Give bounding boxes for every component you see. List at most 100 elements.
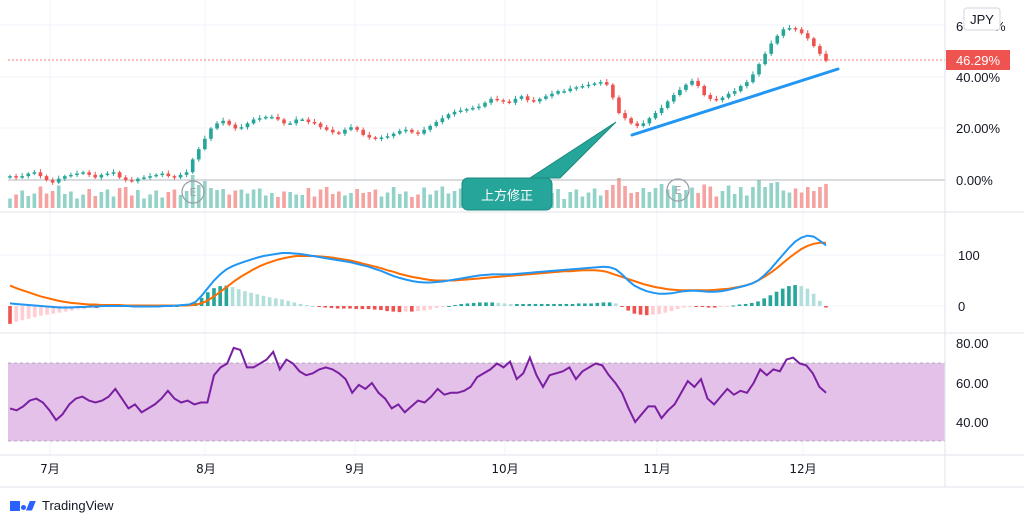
candle: [44, 174, 49, 182]
time-axis[interactable]: 7月 8月 9月 10月 11月 12月: [40, 462, 816, 476]
candle: [190, 157, 195, 174]
volume-bar: [434, 190, 439, 208]
volume-bar: [44, 193, 49, 208]
candle: [726, 91, 731, 100]
macd-histogram-bar: [428, 306, 433, 310]
price-candles[interactable]: [8, 24, 828, 185]
macd-histogram-bar: [527, 303, 532, 306]
candle: [525, 93, 530, 103]
macd-histogram-bar: [762, 298, 766, 306]
macd-histogram-bar: [274, 298, 278, 306]
macd-histogram-bar: [8, 306, 12, 324]
candle: [69, 172, 73, 178]
volume-bar: [215, 190, 219, 208]
volume-bar: [361, 193, 366, 208]
macd-histogram-bar: [236, 289, 241, 306]
candle: [799, 27, 804, 35]
volume-bar: [665, 189, 670, 208]
currency-badge[interactable]: JPY: [963, 7, 1001, 31]
volume-bar: [75, 198, 79, 208]
candle: [501, 98, 506, 104]
volume-bar: [751, 187, 755, 208]
volume-bar: [373, 189, 378, 208]
candle: [93, 171, 98, 179]
candle: [422, 126, 426, 136]
rsi-axis[interactable]: 80.00 60.00 40.00: [956, 336, 989, 430]
macd-histogram-bar: [638, 306, 643, 315]
macd-line[interactable]: [9, 234, 827, 309]
macd-histogram-bar: [632, 306, 637, 314]
time-axis-label: 7月: [40, 462, 60, 476]
candle: [50, 177, 55, 185]
candle: [300, 117, 305, 122]
candle: [659, 104, 664, 116]
macd-histogram-bar: [675, 306, 680, 310]
volume-bar: [708, 186, 713, 208]
candle: [385, 133, 390, 140]
macd-histogram-bar: [688, 306, 692, 307]
earnings-marker[interactable]: E: [181, 180, 205, 204]
price-axis[interactable]: 6 % 40.00% 20.00% 0.00%: [956, 19, 1006, 188]
macd-histogram-bar: [626, 306, 630, 311]
volume-bar: [166, 192, 171, 208]
earnings-marker[interactable]: E: [666, 178, 690, 202]
macd-histogram-bar: [261, 295, 266, 306]
macd-histogram-bar: [14, 306, 18, 322]
trendline[interactable]: [630, 67, 840, 137]
candle: [410, 128, 414, 134]
macd-histogram-bar: [39, 306, 43, 316]
macd-histogram-bar: [564, 303, 569, 306]
macd-histogram-bar: [280, 299, 284, 306]
price-axis-label: 6: [956, 19, 963, 34]
macd-histogram-bar: [385, 306, 389, 312]
last-value-tag: 46.29%: [946, 50, 1010, 70]
volume-bar: [623, 186, 627, 208]
macd-histogram-bar: [576, 303, 581, 306]
candle: [818, 43, 822, 57]
volume-bar: [93, 196, 98, 208]
candle: [574, 85, 579, 91]
signal-line[interactable]: [9, 241, 826, 307]
candle: [251, 117, 256, 125]
volume-bar: [32, 193, 37, 208]
volume-bar: [799, 192, 804, 208]
candle: [343, 127, 347, 136]
macd-histogram-bar: [601, 302, 606, 306]
candle: [75, 170, 79, 178]
candle: [123, 175, 128, 183]
candle: [489, 96, 493, 106]
candle: [775, 34, 780, 46]
candle: [531, 97, 536, 104]
rsi-band: [8, 363, 945, 441]
macd-histogram-bar: [750, 302, 754, 306]
macd-histogram-bar: [354, 306, 358, 310]
candle: [56, 175, 61, 185]
macd-histogram-bar: [335, 306, 340, 309]
macd-axis[interactable]: 100 0: [958, 248, 980, 314]
candle: [257, 115, 262, 122]
candle: [793, 26, 798, 32]
callout-annotation[interactable]: 上方修正: [461, 121, 617, 211]
macd-histogram-bar: [620, 306, 624, 307]
tradingview-logo-icon: [10, 499, 36, 513]
price-axis-label: 20.00%: [956, 121, 1001, 136]
volume-bar: [720, 191, 725, 208]
tradingview-logo[interactable]: TradingView: [10, 498, 114, 513]
rsi-line[interactable]: [9, 346, 827, 424]
candle: [708, 92, 713, 102]
macd-histogram-bar: [737, 304, 742, 306]
volume-bar: [99, 192, 104, 208]
macd-histogram-bar: [422, 306, 426, 311]
macd-histogram-bar: [292, 302, 297, 306]
volume-bar: [136, 190, 140, 208]
macd-histogram-bar: [743, 303, 748, 306]
macd-histogram-bar: [756, 301, 760, 306]
volume-bar: [129, 195, 134, 208]
candle: [148, 173, 152, 180]
volume-bar: [812, 191, 816, 208]
volume-bar: [62, 194, 67, 208]
candle: [513, 95, 518, 106]
macd-histogram-bar: [416, 306, 420, 312]
volume-bar: [446, 193, 451, 208]
